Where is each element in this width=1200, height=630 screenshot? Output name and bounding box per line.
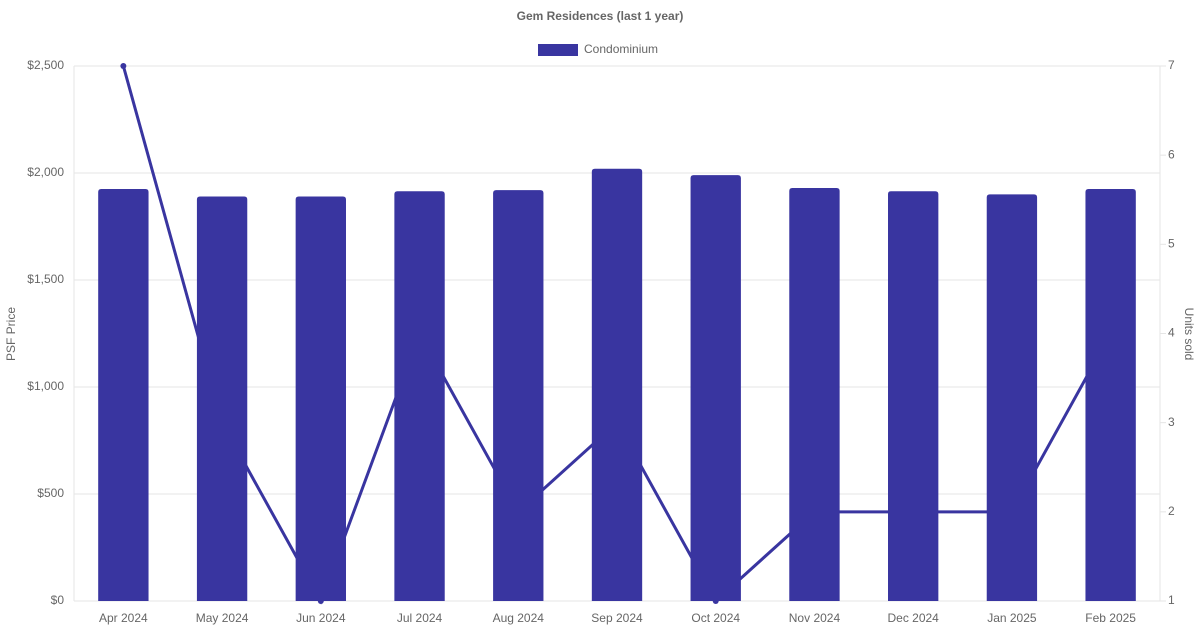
x-tick-label: Oct 2024 <box>691 611 740 625</box>
bar <box>986 194 1038 601</box>
bar <box>591 168 643 601</box>
line-point <box>120 63 127 69</box>
x-tick-label: Dec 2024 <box>887 611 939 625</box>
y2-tick-label: 7 <box>1168 58 1175 72</box>
bar <box>1085 189 1136 602</box>
x-tick-label: Nov 2024 <box>789 611 841 625</box>
y2-tick-label: 1 <box>1168 593 1175 607</box>
x-tick-label: Jun 2024 <box>296 611 346 625</box>
y-tick-label: $1,000 <box>27 379 64 393</box>
legend-label: Condominium <box>584 42 658 56</box>
bar <box>789 187 840 602</box>
y2-axis-label: Units sold <box>1182 308 1196 361</box>
bar <box>690 175 741 601</box>
x-tick-label: Jul 2024 <box>397 611 443 625</box>
chart-title: Gem Residences (last 1 year) <box>517 9 684 23</box>
bar <box>98 189 149 602</box>
y-tick-label: $500 <box>37 486 64 500</box>
y-tick-label: $0 <box>51 593 65 607</box>
legend-swatch <box>538 44 578 56</box>
bar <box>196 196 248 602</box>
x-tick-label: Apr 2024 <box>99 611 148 625</box>
x-tick-label: Sep 2024 <box>591 611 643 625</box>
y2-tick-label: 2 <box>1168 504 1175 518</box>
x-tick-label: Feb 2025 <box>1085 611 1136 625</box>
y-tick-label: $2,500 <box>27 58 64 72</box>
y2-tick-label: 4 <box>1168 326 1175 340</box>
bar <box>295 196 346 602</box>
y-tick-label: $1,500 <box>27 272 64 286</box>
y2-tick-label: 5 <box>1168 237 1175 251</box>
x-tick-label: Aug 2024 <box>493 611 545 625</box>
x-tick-label: May 2024 <box>196 611 249 625</box>
bar <box>394 191 445 601</box>
y2-tick-label: 6 <box>1168 147 1175 161</box>
y-tick-label: $2,000 <box>27 165 64 179</box>
bar <box>888 191 939 601</box>
bar <box>493 190 544 601</box>
y2-tick-label: 3 <box>1168 415 1175 429</box>
x-tick-label: Jan 2025 <box>987 611 1037 625</box>
y-axis-label: PSF Price <box>4 307 18 361</box>
